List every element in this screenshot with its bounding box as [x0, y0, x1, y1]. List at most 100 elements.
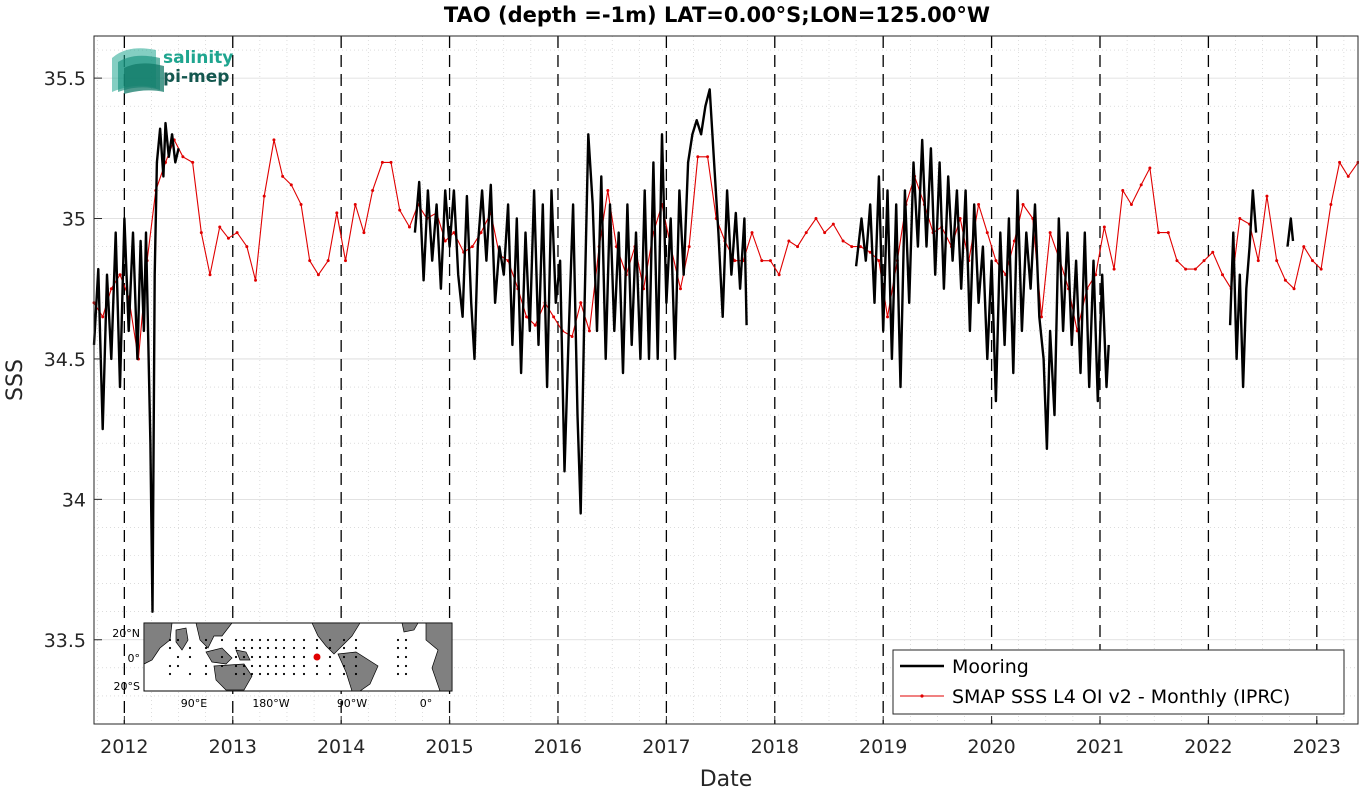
smap-point [1184, 267, 1188, 271]
smap-point [868, 250, 872, 254]
smap-point [326, 259, 330, 263]
x-tick-label: 2021 [1076, 736, 1124, 758]
inset-buoy-dot [274, 638, 278, 642]
inset-buoy-dot [188, 672, 192, 676]
smap-point [101, 315, 105, 319]
inset-lon-label: 0° [420, 697, 433, 710]
inset-buoy-dot [328, 646, 332, 650]
inset-buoy-dot [302, 655, 306, 659]
smap-point [777, 273, 781, 277]
inset-buoy-dot [234, 655, 238, 659]
smap-point [443, 239, 447, 243]
smap-point [606, 188, 610, 192]
inset-buoy-dot [282, 638, 286, 642]
inset-buoy-dots [168, 638, 408, 676]
smap-point [308, 259, 312, 263]
smap-point [552, 315, 556, 319]
inset-buoy-dot [315, 672, 319, 676]
smap-point [1256, 259, 1260, 263]
inset-buoy-dot [302, 664, 306, 668]
smap-point [1220, 273, 1224, 277]
y-tick-label: 33.5 [44, 630, 86, 652]
smap-point [1310, 259, 1314, 263]
smap-point [823, 231, 827, 235]
smap-point [470, 245, 474, 249]
inset-land [143, 622, 453, 692]
inset-buoy-dot [282, 646, 286, 650]
smap-point [226, 236, 230, 240]
inset-buoy-dot [168, 646, 172, 650]
smap-point [587, 329, 591, 333]
smap-point [1265, 194, 1269, 198]
smap-point [994, 259, 998, 263]
smap-point [281, 174, 285, 178]
inset-buoy-dot [234, 672, 238, 676]
smap-point [299, 202, 303, 206]
inset-buoy-dot [328, 672, 332, 676]
smap-point [678, 287, 682, 291]
smap-point [796, 245, 800, 249]
inset-buoy-dot [204, 672, 208, 676]
smap-point [479, 231, 483, 235]
smap-point [750, 231, 754, 235]
inset-buoy-dot [242, 646, 246, 650]
smap-point [1148, 166, 1152, 170]
series-mooring [92, 88, 1295, 613]
inset-buoy-dot [292, 655, 296, 659]
inset-buoy-dot [234, 646, 238, 650]
chart-title: TAO (depth =-1m) LAT=0.00°S;LON=125.00°W [444, 3, 990, 27]
smap-point [985, 231, 989, 235]
smap-point [1012, 239, 1016, 243]
smap-point [398, 208, 402, 212]
inset-buoy-dot [292, 638, 296, 642]
smap-point [1292, 287, 1296, 291]
smap-point [254, 278, 258, 282]
smap-point [958, 217, 962, 221]
smap-point [1193, 267, 1197, 271]
smap-point [235, 231, 239, 235]
inset-buoy-dot [242, 664, 246, 668]
inset-buoy-dot [404, 646, 408, 650]
inset-buoy-dot [292, 672, 296, 676]
salinity-wave-icon [112, 48, 164, 94]
inset-buoy-dot [282, 664, 286, 668]
inset-buoy-dot [354, 646, 358, 650]
logo-line1: salinity [163, 48, 233, 68]
inset-buoy-dot [204, 664, 208, 668]
inset-buoy-dot [404, 664, 408, 668]
smap-point [1211, 250, 1215, 254]
inset-buoy-dot [354, 672, 358, 676]
mooring-line-segment [1286, 217, 1295, 247]
inset-buoy-dot [292, 646, 296, 650]
smap-point [407, 225, 411, 229]
mooring-line-segment [1228, 189, 1258, 389]
inset-buoy-dot [188, 646, 192, 650]
inset-buoy-dot [168, 664, 172, 668]
smap-point [380, 160, 384, 164]
inset-buoy-dot [234, 664, 238, 668]
smap-point [687, 245, 691, 249]
inset-buoy-dot [315, 646, 319, 650]
inset-buoy-dot [258, 638, 262, 642]
inset-buoy-dot [282, 672, 286, 676]
inset-lon-label: 90°W [337, 697, 367, 710]
smap-point [1121, 188, 1125, 192]
x-tick-label: 2020 [967, 736, 1015, 758]
mooring-location-marker [313, 653, 321, 661]
y-tick-label: 35 [62, 209, 86, 231]
inset-buoy-dot [342, 672, 346, 676]
smap-point [886, 315, 890, 319]
legend-label-mooring: Mooring [952, 656, 1029, 678]
smap-point [362, 231, 366, 235]
smap-point [706, 155, 710, 159]
smap-point [316, 273, 320, 277]
smap-point [118, 273, 122, 277]
inset-buoy-dot [258, 672, 262, 676]
smap-point [1329, 202, 1333, 206]
plot-area [94, 36, 1358, 724]
smap-point [533, 323, 537, 327]
inset-buoy-dot [328, 664, 332, 668]
legend-box [892, 649, 1345, 715]
inset-buoy-dot [266, 655, 270, 659]
smap-point [760, 259, 764, 263]
